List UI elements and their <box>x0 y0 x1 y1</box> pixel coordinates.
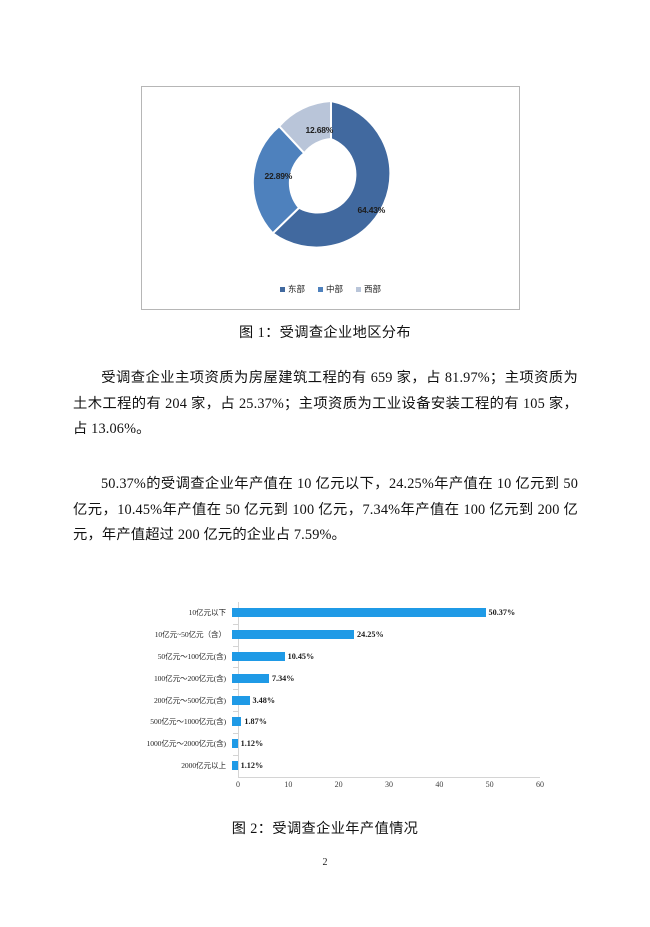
legend-label-east: 东部 <box>287 284 305 294</box>
bar-value-label: 7.34% <box>271 673 295 683</box>
bar-chart-x-tick: 20 <box>334 780 343 789</box>
bar-category-label: 200亿元～500亿元(含) <box>153 695 226 705</box>
bar-plot-area: 3.48% <box>232 689 540 711</box>
bar-segment <box>232 739 238 749</box>
bar-chart-y-tick <box>233 689 238 691</box>
bar-plot-area: 10.45% <box>232 646 540 668</box>
bar-chart-y-tick <box>233 754 238 756</box>
legend-label-west: 西部 <box>364 284 382 294</box>
donut-label-middle: 22.89% <box>264 171 293 181</box>
figure-2-chart-container: 10亿元以下 50.37% 10亿元~50亿元（含） 24.25% 50亿元～100亿元… <box>120 600 544 800</box>
paragraph-qualification-text: 受调查企业主项资质为房屋建筑工程的有 659 家，占 81.97%；主项资质为土… <box>73 370 578 438</box>
figure-1-chart-container: 64.43% 22.89% 12.68% 东部 中部 西部 <box>141 86 520 310</box>
bar-plot-area: 7.34% <box>232 667 540 689</box>
bar-plot-area: 24.25% <box>232 624 540 646</box>
bar-chart-x-tick-labels: 0 10 20 30 40 50 60 <box>236 780 544 796</box>
bar-chart-row: 2000亿元以上 1.12% <box>120 755 540 777</box>
bar-value-label: 1.12% <box>240 739 264 749</box>
bar-chart-x-tick: 60 <box>536 780 544 789</box>
donut-chart-svg <box>251 99 391 249</box>
bar-value-label: 1.87% <box>244 717 267 727</box>
bar-chart-x-tick: 40 <box>435 780 444 789</box>
figure-2-caption: 图 2：受调查企业年产值情况 <box>231 821 419 837</box>
bar-category-label: 50亿元～100亿元(含) <box>157 651 226 661</box>
donut-slice-middle <box>251 124 306 235</box>
bar-segment <box>232 760 238 770</box>
bar-chart-row: 100亿元～200亿元(含) 7.34% <box>120 667 540 689</box>
bar-chart-row: 500亿元～1000亿元(含) 1.87% <box>120 711 540 733</box>
donut-label-east: 64.43% <box>357 205 386 215</box>
paragraph-qualification: 受调查企业主项资质为房屋建筑工程的有 659 家，占 81.97%；主项资质为土… <box>73 366 578 443</box>
bar-chart-x-axis <box>238 777 540 778</box>
bar-chart-row: 200亿元～500亿元(含) 3.48% <box>120 689 540 711</box>
bar-chart-row: 10亿元以下 50.37% <box>120 602 540 624</box>
bar-chart-y-axis <box>238 602 239 777</box>
bar-chart-y-tick <box>233 711 238 712</box>
paragraph-output-value: 50.37%的受调查企业年产值在 10 亿元以下，24.25%年产值在 10 亿… <box>73 472 578 549</box>
legend-swatch-east <box>279 286 285 292</box>
legend-item-middle: 中部 <box>317 283 343 295</box>
bar-chart-x-tick: 50 <box>485 780 494 789</box>
bar-category-label: 500亿元～1000亿元(含) <box>150 717 226 727</box>
bar-category-label: 10亿元~50亿元（含） <box>154 630 226 640</box>
bar-chart-y-tick <box>233 732 238 734</box>
bar-value-label: 1.12% <box>240 760 264 770</box>
bar-chart-rows: 10亿元以下 50.37% 10亿元~50亿元（含） 24.25% 50亿元～100亿元… <box>120 602 540 776</box>
legend-swatch-middle <box>317 286 323 292</box>
bar-plot-area: 1.87% <box>232 711 540 733</box>
legend-label-middle: 中部 <box>325 284 343 294</box>
bar-value-label: 50.37% <box>488 608 516 618</box>
bar-chart-row: 50亿元～100亿元(含) 10.45% <box>120 646 540 668</box>
bar-plot-area: 1.12% <box>232 733 540 755</box>
donut-slice-west <box>277 99 332 155</box>
bar-segment <box>232 673 269 683</box>
bar-segment <box>232 630 355 640</box>
bar-category-label: 10亿元以下 <box>188 608 226 618</box>
bar-plot-area: 50.37% <box>232 602 540 624</box>
bar-category-label: 1000亿元～2000亿元(含) <box>146 739 227 749</box>
bar-value-label: 10.45% <box>287 651 315 661</box>
page-number: 2 <box>322 857 328 868</box>
bar-segment <box>232 651 285 661</box>
bar-value-label: 24.25% <box>357 630 384 640</box>
donut-label-west: 12.68% <box>305 125 334 135</box>
bar-value-label: 3.48% <box>252 695 276 705</box>
paragraph-output-value-text: 50.37%的受调查企业年产值在 10 亿元以下，24.25%年产值在 10 亿… <box>73 476 578 544</box>
donut-legend: 东部 中部 西部 <box>142 283 519 295</box>
legend-item-east: 东部 <box>279 283 305 295</box>
bar-chart-x-tick: 0 <box>236 780 240 789</box>
bar-segment <box>232 717 242 727</box>
bar-chart-x-tick: 30 <box>385 780 393 789</box>
bar-chart-y-tick <box>233 667 238 669</box>
bar-plot-area: 1.12% <box>232 755 540 777</box>
legend-swatch-west <box>356 286 361 292</box>
bar-chart-row: 1000亿元～2000亿元(含) 1.12% <box>120 733 540 755</box>
legend-item-west: 西部 <box>356 283 381 295</box>
bar-segment <box>232 608 486 618</box>
bar-category-label: 2000亿元以上 <box>181 760 226 770</box>
donut-slice-east <box>270 99 391 249</box>
figure-1-caption: 图 1：受调查企业地区分布 <box>239 325 411 341</box>
bar-chart-x-tick: 10 <box>284 780 293 789</box>
donut-chart: 64.43% 22.89% 12.68% <box>251 95 411 255</box>
bar-chart-y-tick <box>233 623 238 625</box>
bar-segment <box>232 695 250 705</box>
bar-chart-y-tick <box>233 645 238 647</box>
bar-chart-row: 10亿元~50亿元（含） 24.25% <box>120 624 540 646</box>
bar-category-label: 100亿元～200亿元(含) <box>153 673 226 683</box>
